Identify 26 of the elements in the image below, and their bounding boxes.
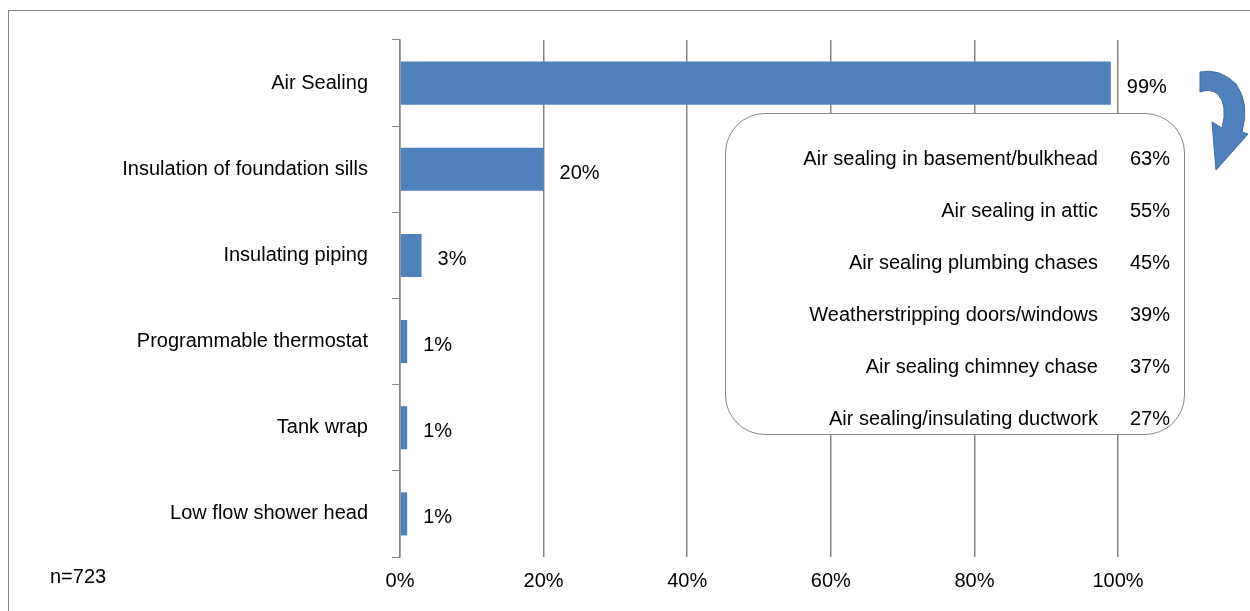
y-tick-label: Programmable thermostat bbox=[136, 329, 369, 352]
data-label: 20% bbox=[559, 160, 600, 183]
data-label: 1% bbox=[423, 505, 453, 528]
x-tick-label: 0% bbox=[385, 568, 415, 591]
data-label: 1% bbox=[423, 333, 453, 356]
data-label: 3% bbox=[437, 246, 467, 269]
y-tick-label: Insulating piping bbox=[223, 242, 368, 265]
x-tick-label: 20% bbox=[523, 568, 564, 591]
text: n=723 bbox=[50, 565, 107, 588]
y-tick-label: Low flow shower head bbox=[170, 501, 368, 524]
callout-box: Air sealing in basement/bulkhead 63% Air sealing in attic 55% Air sealing plumbing chases 45% Weatherstripping doors/windows 39% Air sealing chimney chase 37% Air sealing/insulating ductwork 27% bbox=[725, 113, 1185, 435]
bar bbox=[400, 147, 544, 191]
bar bbox=[400, 406, 408, 450]
x-tick-label: 60% bbox=[810, 568, 852, 591]
bar bbox=[400, 492, 408, 536]
bar bbox=[400, 320, 408, 364]
y-tick-label: Air Sealing bbox=[271, 70, 368, 93]
y-tick-label: Insulation of foundation sills bbox=[122, 156, 368, 179]
x-tick-label: 100% bbox=[1092, 568, 1144, 591]
bar bbox=[400, 61, 1111, 105]
data-label: 99% bbox=[1126, 74, 1168, 97]
y-tick-label: Tank wrap bbox=[276, 415, 368, 438]
data-label: 1% bbox=[423, 419, 453, 442]
x-tick-label: 80% bbox=[954, 568, 995, 591]
bar bbox=[400, 233, 422, 277]
x-tick-label: 40% bbox=[667, 568, 708, 591]
